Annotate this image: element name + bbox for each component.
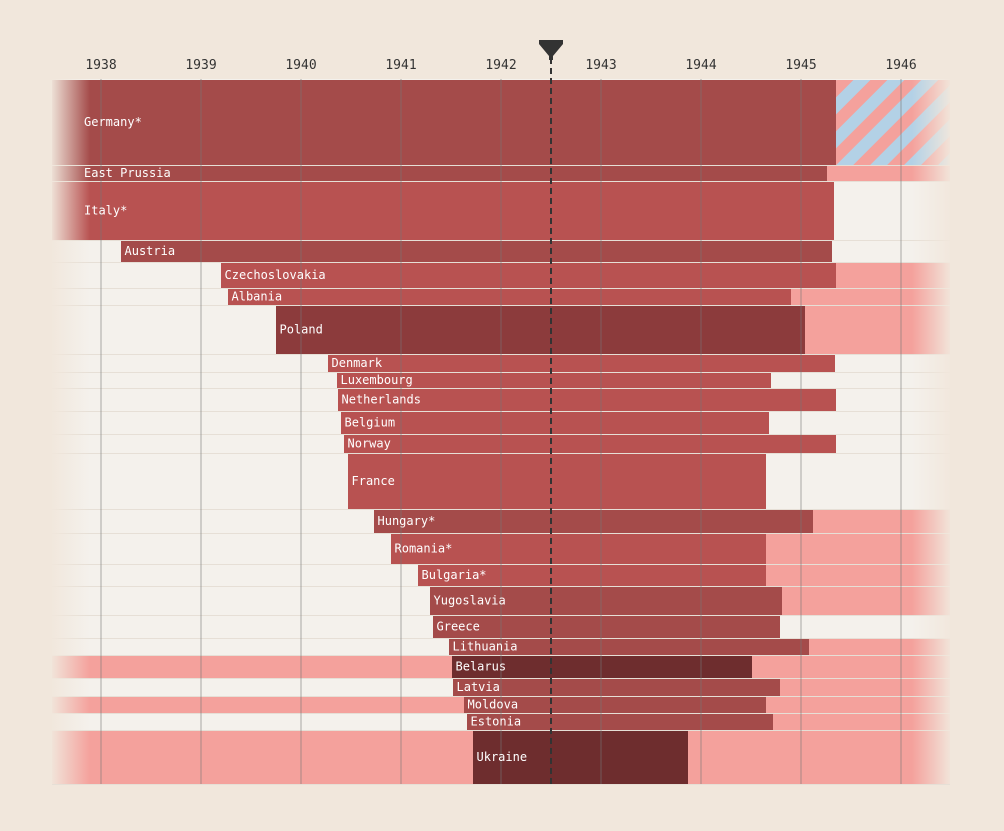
bar-label-ukraine: Ukraine <box>477 750 528 764</box>
bar-label-lithuania: Lithuania <box>453 640 518 654</box>
bar-hungary <box>374 510 813 533</box>
bar-label-france: France <box>352 474 395 488</box>
tick-label-1943: 1943 <box>585 58 616 73</box>
tick-label-1944: 1944 <box>685 58 716 73</box>
bar-estonia <box>467 714 773 730</box>
tick-label-1945: 1945 <box>785 58 816 73</box>
bar-label-denmark: Denmark <box>332 356 383 370</box>
bar-label-estonia: Estonia <box>471 715 522 729</box>
bar-label-albania: Albania <box>232 290 283 304</box>
bar-label-latvia: Latvia <box>457 680 500 694</box>
bar-yugoslavia <box>430 587 782 615</box>
fade-right <box>912 79 952 784</box>
bar-label-italy: Italy* <box>84 204 127 218</box>
fade-left <box>50 79 90 784</box>
bar-label-moldova: Moldova <box>468 698 519 712</box>
bar-belarus <box>452 656 752 678</box>
bar-lithuania <box>449 639 809 655</box>
bar-label-east-prussia: East Prussia <box>84 166 171 180</box>
bar-label-greece: Greece <box>437 620 480 634</box>
tick-label-1938: 1938 <box>85 58 116 73</box>
bar-luxembourg <box>337 373 771 388</box>
bar-after-albania <box>791 289 950 305</box>
bar-label-yugoslavia: Yugoslavia <box>434 594 506 608</box>
bar-label-germany: Germany* <box>84 115 142 129</box>
tick-label-1939: 1939 <box>185 58 216 73</box>
bar-label-hungary: Hungary* <box>378 514 436 528</box>
bar-belgium <box>341 412 769 434</box>
bar-label-norway: Norway <box>348 437 391 451</box>
bar-label-netherlands: Netherlands <box>342 393 421 407</box>
bar-after-bulgaria <box>766 565 950 586</box>
bar-after-estonia <box>773 714 950 730</box>
bar-denmark <box>328 355 835 372</box>
bar-label-luxembourg: Luxembourg <box>341 373 413 387</box>
bar-east-prussia <box>52 166 827 181</box>
bar-before-moldova <box>52 697 464 713</box>
bar-label-bulgaria: Bulgaria* <box>422 568 487 582</box>
bar-moldova <box>464 697 766 713</box>
bar-after-moldova <box>766 697 950 713</box>
bar-romania <box>391 534 766 564</box>
bar-label-romania: Romania* <box>395 542 453 556</box>
bar-label-belgium: Belgium <box>345 416 396 430</box>
bar-germany <box>52 80 836 165</box>
bar-before-ukraine <box>52 731 473 784</box>
bar-before-belarus <box>52 656 452 678</box>
bar-austria <box>121 241 832 262</box>
bar-label-belarus: Belarus <box>456 660 507 674</box>
bar-label-czechoslovakia: Czechoslovakia <box>225 268 326 282</box>
bar-albania <box>228 289 791 305</box>
bar-bulgaria <box>418 565 766 586</box>
bar-netherlands <box>338 389 836 411</box>
tick-label-1941: 1941 <box>385 58 416 73</box>
bar-italy <box>52 182 834 240</box>
bar-ukraine <box>473 731 688 784</box>
bar-czechoslovakia <box>221 263 836 288</box>
tick-label-1942: 1942 <box>485 58 516 73</box>
bar-norway <box>344 435 836 453</box>
bar-after-latvia <box>780 679 950 696</box>
bar-poland <box>276 306 805 354</box>
bar-label-poland: Poland <box>280 323 323 337</box>
date-marker-handle[interactable] <box>539 40 563 60</box>
bar-label-austria: Austria <box>125 244 176 258</box>
tick-label-1946: 1946 <box>885 58 916 73</box>
bar-greece <box>433 616 780 638</box>
bar-latvia <box>453 679 780 696</box>
tick-label-1940: 1940 <box>285 58 316 73</box>
bar-france <box>348 454 766 509</box>
bar-after-ukraine <box>688 731 950 784</box>
